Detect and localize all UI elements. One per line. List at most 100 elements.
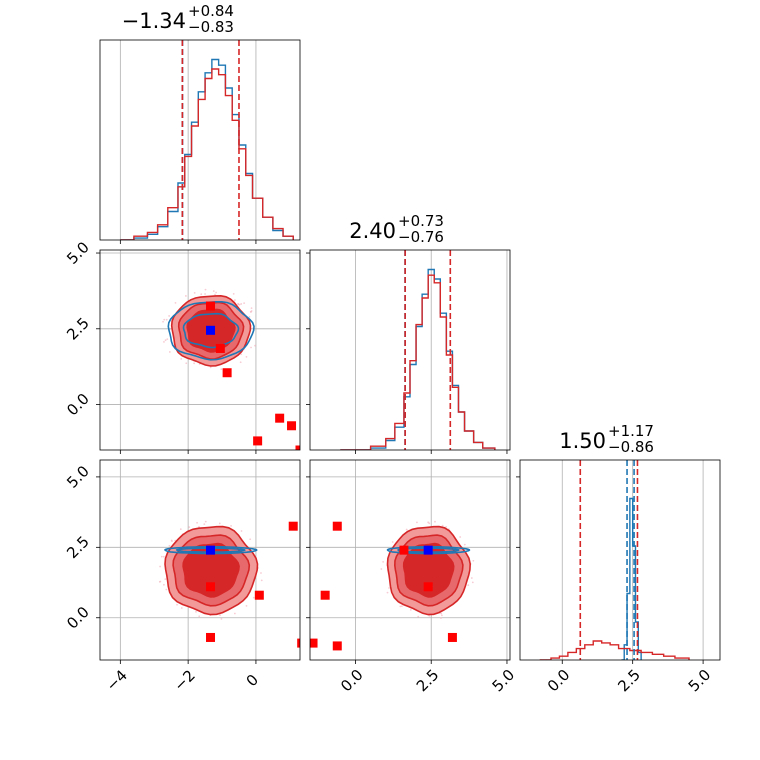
sample-dot bbox=[380, 568, 383, 570]
y-tick-label: 5.0 bbox=[63, 462, 93, 492]
marker-blue bbox=[423, 545, 433, 555]
sample-dot bbox=[441, 524, 444, 527]
marker-red bbox=[447, 632, 457, 642]
hist-blue bbox=[621, 497, 642, 660]
sample-dot bbox=[159, 565, 161, 568]
hist-red bbox=[340, 274, 496, 450]
sample-dot bbox=[193, 362, 196, 365]
sample-dot bbox=[416, 521, 418, 524]
sample-dot bbox=[209, 366, 212, 369]
hist-red bbox=[120, 68, 294, 240]
marker-blue bbox=[206, 545, 216, 555]
sample-dot bbox=[215, 291, 218, 294]
marker-red bbox=[206, 632, 216, 642]
hist-red bbox=[539, 640, 690, 660]
param-title-value: 2.40 bbox=[349, 219, 396, 243]
marker-red bbox=[423, 582, 433, 592]
sample-dot bbox=[158, 580, 161, 583]
sample-dot bbox=[250, 307, 253, 310]
sample-dot bbox=[382, 560, 385, 563]
marker-red bbox=[206, 301, 216, 311]
param-title-upper-error: +1.17 bbox=[608, 422, 654, 440]
sample-dot bbox=[164, 578, 167, 581]
sample-dot bbox=[188, 526, 191, 529]
scatter-panel-p21 bbox=[309, 459, 511, 661]
x-tick-label: 0.0 bbox=[544, 666, 574, 696]
sample-dot bbox=[220, 618, 223, 620]
sample-dot bbox=[219, 614, 221, 617]
sample-dot bbox=[193, 291, 196, 294]
axis-frame bbox=[99, 249, 301, 451]
param-title-upper-error: +0.84 bbox=[188, 2, 234, 20]
param-title-upper-error: +0.73 bbox=[398, 212, 444, 230]
sample-dot bbox=[471, 581, 474, 584]
sample-dot bbox=[170, 539, 173, 542]
sample-dot bbox=[445, 525, 448, 528]
sample-dot bbox=[239, 361, 242, 364]
y-tick-label: 2.5 bbox=[63, 533, 93, 563]
sample-dot bbox=[250, 346, 252, 349]
contour-blue-inner bbox=[397, 547, 460, 553]
sample-dot bbox=[405, 528, 408, 531]
axis-frame bbox=[99, 459, 301, 661]
sample-dot bbox=[434, 520, 436, 523]
sample-dot bbox=[204, 293, 206, 295]
y-tick-label: 0.0 bbox=[63, 390, 93, 420]
sample-dot bbox=[472, 559, 475, 562]
hist-blue bbox=[340, 268, 496, 450]
sample-dot bbox=[212, 290, 215, 292]
sample-dot bbox=[164, 339, 167, 342]
sample-dot bbox=[218, 522, 221, 525]
sample-dot bbox=[232, 292, 235, 295]
marker-red bbox=[222, 368, 232, 378]
contour-blue-outer bbox=[167, 301, 255, 361]
sample-dot bbox=[179, 528, 182, 531]
axis-frame bbox=[309, 459, 511, 661]
marker-blue bbox=[206, 325, 216, 335]
sample-dot bbox=[162, 555, 165, 558]
sample-dot bbox=[391, 541, 394, 543]
sample-dot bbox=[200, 293, 203, 296]
axis-frame bbox=[309, 249, 511, 451]
sample-dot bbox=[245, 355, 248, 358]
contour-blue-inner bbox=[175, 547, 246, 553]
sample-dot bbox=[163, 583, 165, 586]
sample-dot bbox=[428, 614, 431, 617]
marker-red bbox=[288, 521, 298, 531]
sample-dot bbox=[198, 525, 200, 528]
sample-dot bbox=[165, 318, 168, 321]
y-tick-label: 0.0 bbox=[63, 603, 93, 633]
sample-dot bbox=[243, 302, 246, 305]
sample-dot bbox=[386, 591, 389, 594]
x-tick-label: 5.0 bbox=[489, 666, 519, 696]
param-title-lower-error: −0.76 bbox=[398, 228, 444, 246]
hist-panel-0: −1.34 +0.84−0.83 bbox=[99, 2, 301, 241]
sample-dot bbox=[252, 596, 255, 599]
sample-dot bbox=[399, 605, 402, 608]
x-tick-label: −4 bbox=[103, 666, 131, 694]
x-tick-label: 2.5 bbox=[614, 666, 644, 696]
sample-dot bbox=[163, 318, 166, 321]
sample-dot bbox=[220, 368, 223, 371]
marker-red bbox=[215, 343, 225, 353]
contour-blue-outer bbox=[386, 546, 471, 555]
sample-dot bbox=[203, 523, 206, 526]
contour-blue-outer bbox=[164, 546, 258, 555]
sample-dot bbox=[233, 612, 236, 615]
marker-red bbox=[275, 413, 285, 423]
hist-panel-2: 1.50 +1.17−0.86 bbox=[519, 422, 721, 661]
scatter-plot-area bbox=[310, 520, 475, 651]
sample-dot bbox=[176, 603, 178, 606]
sample-dot bbox=[204, 288, 207, 291]
x-tick-label: 5.0 bbox=[685, 666, 715, 696]
sample-dot bbox=[245, 604, 248, 607]
sample-dot bbox=[233, 299, 236, 301]
scatter-plot-area bbox=[158, 520, 300, 648]
marker-red bbox=[295, 445, 300, 450]
param-title-value: 1.50 bbox=[559, 429, 606, 453]
sample-dot bbox=[428, 522, 431, 525]
sample-dot bbox=[240, 530, 243, 532]
marker-red bbox=[297, 638, 300, 648]
sample-dot bbox=[440, 614, 443, 617]
sample-dot bbox=[248, 316, 251, 318]
